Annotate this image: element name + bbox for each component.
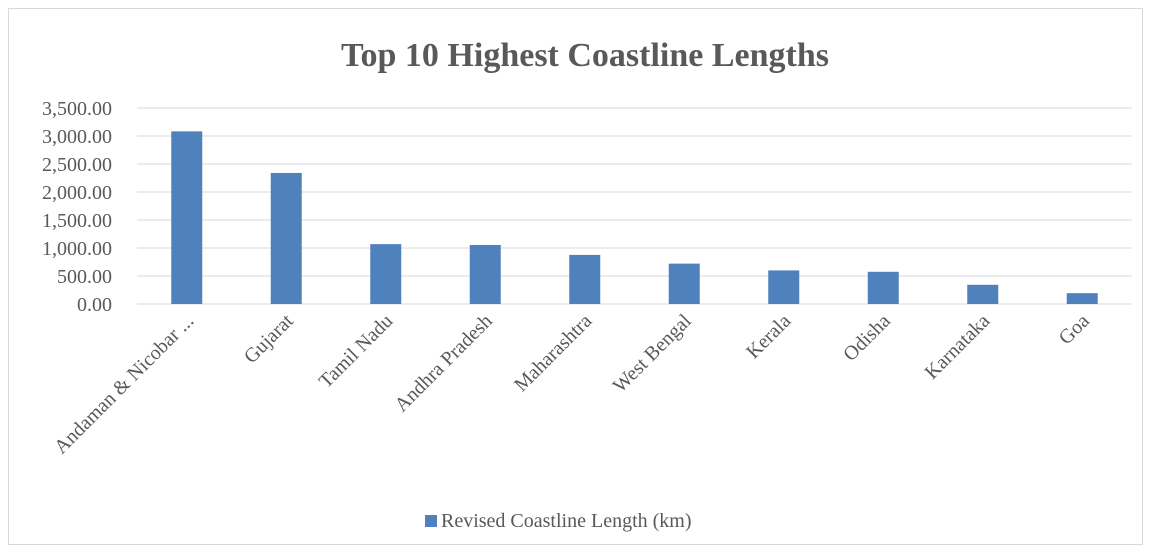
bar [867, 271, 899, 304]
x-tick-label: West Bengal [609, 310, 696, 397]
y-tick-label: 2,000.00 [42, 182, 112, 204]
legend-swatch [425, 515, 437, 527]
x-tick-label: Goa [1055, 310, 1094, 349]
y-tick-label: 0.00 [77, 294, 112, 316]
y-tick-label: 3,000.00 [42, 126, 112, 148]
bar [569, 254, 601, 304]
x-tick-label: Karnataka [921, 310, 995, 384]
bar [668, 263, 700, 304]
bar [270, 172, 302, 304]
x-tick-label: Andaman & Nicobar ... [50, 310, 198, 458]
y-axis-ticks: 0.00 500.00 1,000.00 1,500.00 2,000.00 2,500.… [42, 98, 112, 316]
x-tick-label: Andhra Pradesh [390, 310, 496, 416]
gridlines [137, 107, 1132, 305]
y-tick-label: 1,500.00 [42, 210, 112, 232]
x-tick-label: Gujarat [240, 310, 298, 368]
x-tick-label: Tamil Nadu [315, 310, 398, 393]
x-tick-label: Kerala [742, 310, 795, 363]
x-tick-label: Odisha [839, 310, 895, 366]
x-tick-label: Maharashtra [510, 310, 596, 396]
legend: Revised Coastline Length (km) [425, 510, 692, 532]
bar [370, 244, 402, 304]
bar [967, 284, 999, 304]
x-axis-labels: Andaman & Nicobar ... Gujarat Tamil NaduAn… [50, 310, 1094, 459]
bar [469, 244, 501, 304]
chart-title: Top 10 Highest Coastline Lengths [341, 37, 829, 74]
legend-label: Revised Coastline Length (km) [441, 510, 692, 532]
y-tick-label: 1,000.00 [42, 238, 112, 260]
bar [1066, 293, 1098, 304]
y-tick-label: 3,500.00 [42, 98, 112, 120]
y-tick-label: 2,500.00 [42, 154, 112, 176]
y-tick-label: 500.00 [57, 266, 112, 288]
bar [171, 131, 203, 304]
bar [768, 270, 800, 304]
bars [171, 131, 1098, 304]
